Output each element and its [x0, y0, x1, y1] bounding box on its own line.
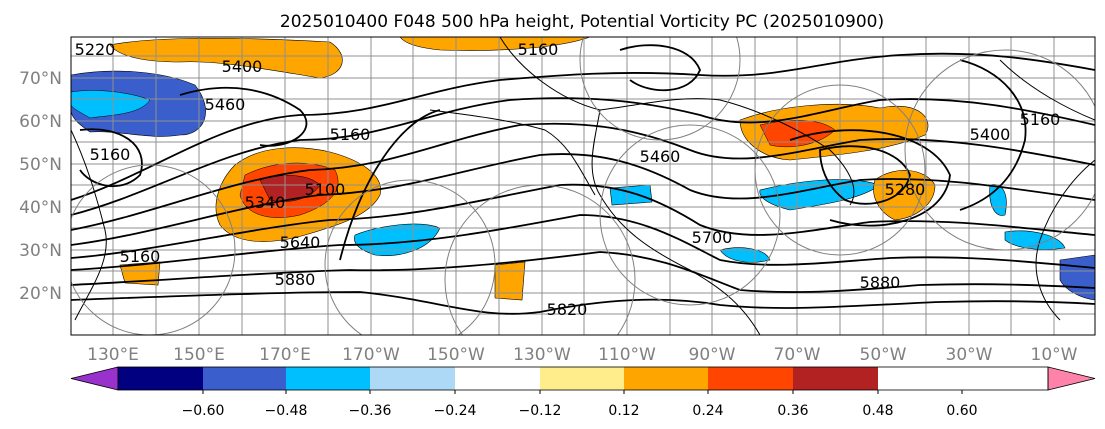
colorbar-tick-label: 0.36 [777, 403, 808, 419]
contour-label: 5880 [860, 273, 901, 292]
colorbar-swatch [708, 367, 793, 390]
colorbar-tick-label: −0.60 [182, 403, 225, 419]
colorbar-tick-label: −0.24 [434, 403, 477, 419]
colorbar-tick-label: −0.48 [265, 403, 308, 419]
map-panel: 5160 5400 5460 5160 5160 5100 5340 5640 … [70, 36, 1096, 336]
contour-label: 5640 [280, 233, 321, 252]
lon-label: 130°E [87, 345, 139, 365]
lon-label: 170°E [259, 345, 311, 365]
lat-label: 30°N [19, 241, 62, 261]
colorbar-tick-label: 0.24 [692, 403, 723, 419]
colorbar-frame [117, 366, 1049, 391]
trajectory-circles [71, 37, 1095, 335]
longitude-labels: 130°E 150°E 170°E 170°W 150°W 130°W 110°… [87, 345, 1078, 365]
coastlines [71, 37, 1095, 335]
contour-label: 5820 [547, 300, 588, 319]
figure-title: 2025010400 F048 500 hPa height, Potentia… [280, 12, 884, 32]
colorbar-swatch [370, 367, 455, 390]
colorbar-swatch [203, 367, 286, 390]
lon-label: 50°W [860, 345, 907, 365]
contour-label: 5880 [275, 270, 316, 289]
contour-label: 5400 [970, 125, 1011, 144]
colorbar-tick-label: −0.12 [519, 403, 562, 419]
colorbar-tick-labels: −0.60 −0.48 −0.36 −0.24 −0.12 0.12 0.24 … [182, 403, 978, 419]
colorbar-tick-label: −0.36 [349, 403, 392, 419]
colorbar-tick-label: 0.12 [608, 403, 639, 419]
lon-label: 10°W [1031, 345, 1078, 365]
colorbar-swatch [118, 367, 203, 390]
contour-label: 5160 [330, 125, 371, 144]
colorbar-swatch [286, 367, 370, 390]
contour-label: 5220 [75, 40, 116, 59]
colorbar [70, 366, 1096, 394]
lat-lon-grid [71, 37, 1095, 335]
colorbar-extend-max [1047, 366, 1096, 391]
lon-label: 70°W [774, 345, 821, 365]
lon-label: 130°W [513, 345, 571, 365]
contour-label: 5160 [120, 247, 161, 266]
colorbar-swatch [624, 367, 708, 390]
contour-label: 5280 [885, 180, 926, 199]
lat-label: 20°N [19, 284, 62, 304]
lat-label: 70°N [19, 69, 62, 89]
colorbar-extend-min [70, 366, 119, 391]
lat-label: 50°N [19, 155, 62, 175]
contour-label: 5700 [692, 228, 733, 247]
contour-labels: 5160 5400 5460 5160 5160 5100 5340 5640 … [75, 40, 1061, 319]
lat-label: 40°N [19, 198, 62, 218]
lat-label: 60°N [19, 112, 62, 132]
lon-label: 150°E [173, 345, 225, 365]
contour-label: 5460 [205, 95, 246, 114]
contour-label: 5100 [305, 180, 346, 199]
contour-label: 5160 [90, 145, 131, 164]
latitude-labels: 70°N 60°N 50°N 40°N 30°N 20°N [19, 69, 62, 304]
height-contours [71, 44, 1095, 315]
colorbar-tick-label: 0.48 [862, 403, 893, 419]
colorbar-swatch [793, 367, 878, 390]
lon-label: 90°W [689, 345, 736, 365]
map-frame [70, 36, 1096, 336]
lon-label: 30°W [946, 345, 993, 365]
contour-label: 5160 [1020, 110, 1061, 129]
colorbar-swatch [455, 367, 540, 390]
contour-label: 5160 [518, 40, 559, 59]
contour-label: 5460 [640, 147, 681, 166]
lon-label: 170°W [342, 345, 400, 365]
colorbar-tick-label: 0.60 [946, 403, 977, 419]
contour-label: 5400 [222, 57, 263, 76]
lon-label: 150°W [427, 345, 485, 365]
colorbar-swatch [540, 367, 624, 390]
contour-label: 5340 [245, 193, 286, 212]
lon-label: 110°W [598, 345, 656, 365]
